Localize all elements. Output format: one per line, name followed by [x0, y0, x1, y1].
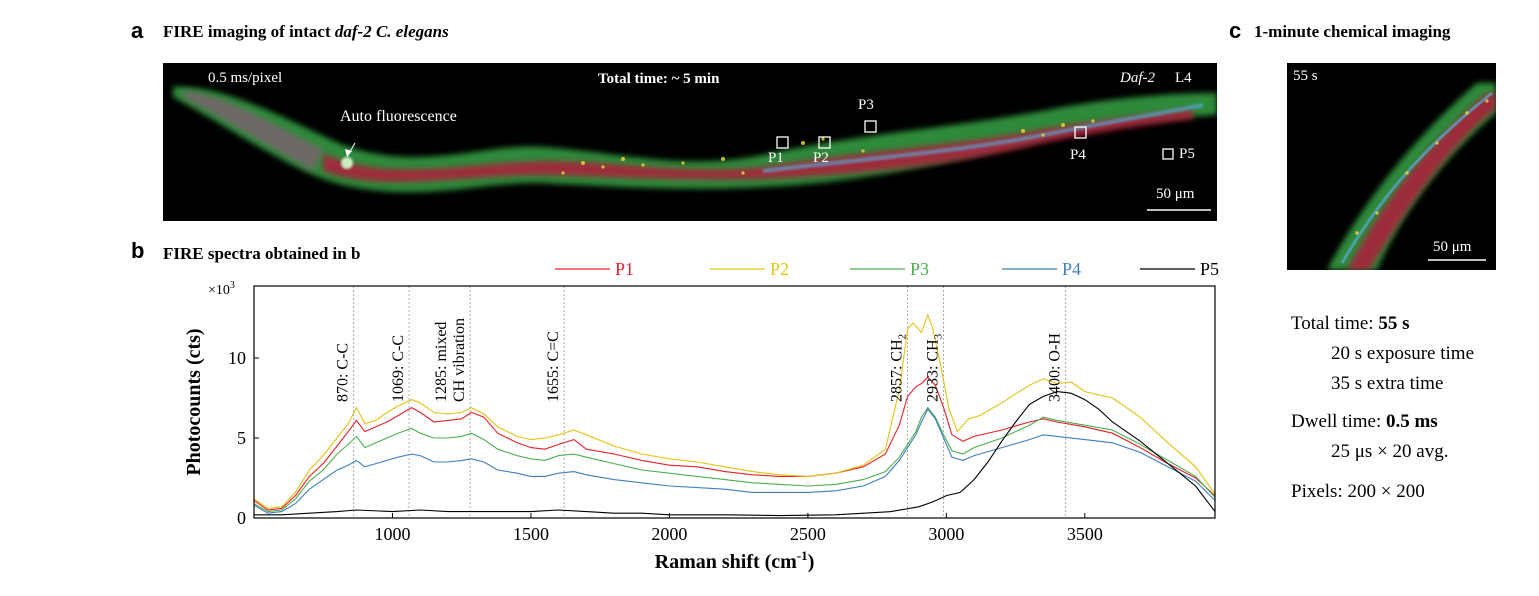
legend-label-p4: P4 [1062, 259, 1081, 279]
chem-scale-label: 50 μm [1433, 239, 1472, 255]
x-tick-label: 1000 [374, 524, 410, 544]
total-time-label: Total time: ~ 5 min [598, 71, 720, 87]
autofluorescence-label: Auto fluorescence [340, 108, 457, 125]
info-exposure: 20 s exposure time [1331, 343, 1475, 364]
annotation-label: CH vibration [451, 318, 468, 402]
strain-label: Daf-2 [1120, 70, 1155, 86]
x-tick-label: 2000 [651, 524, 687, 544]
annotation-label: 1069: C-C [390, 335, 407, 402]
x-tick-label: 2500 [790, 524, 826, 544]
info-dwell-label: Dwell time: [1291, 411, 1386, 432]
point-label-p2: P2 [813, 150, 829, 166]
info-pixels: Pixels: 200 × 200 [1291, 481, 1425, 502]
x-tick-label: 3000 [928, 524, 964, 544]
panel-a-title: FIRE imaging of intact daf-2 C. elegans [163, 22, 449, 42]
chem-time-label: 55 s [1293, 68, 1318, 84]
legend-label-p5: P5 [1200, 259, 1219, 279]
series-line-p3 [253, 406, 1216, 513]
x-axis-label: Raman shift (cm-1) [655, 548, 815, 573]
spectra-chart: 1000 1500 2000 2500 3000 3500 0 5 10 ×103 Raman sh… [183, 259, 1219, 573]
annotation-label: 2933: CH3 [925, 333, 945, 402]
legend-label-p1: P1 [615, 259, 634, 279]
point-box-p5 [1162, 148, 1174, 160]
info-total-time: Total time: 55 s [1291, 313, 1409, 335]
legend-label-p2: P2 [770, 259, 789, 279]
chemical-image [1287, 63, 1496, 270]
info-extra: 35 s extra time [1331, 373, 1444, 394]
panel-b-title: FIRE spectra obtained in b [163, 244, 361, 263]
point-box-p1 [776, 136, 789, 149]
y-tick-label: 10 [228, 348, 246, 368]
x-tick-label: 3500 [1067, 524, 1103, 544]
info-total-time-value: 55 s [1378, 313, 1410, 334]
series-line-p2 [253, 313, 1216, 509]
series-line-p4 [253, 408, 1216, 514]
legend-label-p3: P3 [910, 259, 929, 279]
plot-frame [253, 285, 1216, 519]
pixel-time-label: 0.5 ms/pixel [208, 70, 283, 86]
point-box-p3 [864, 120, 877, 133]
annotation-label: 3400: O-H [1046, 333, 1063, 402]
y-tick-label: 5 [237, 428, 246, 448]
point-label-p4: P4 [1070, 147, 1086, 163]
point-label-p3: P3 [858, 97, 874, 113]
info-dwell-value: 0.5 ms [1385, 411, 1438, 432]
y-multiplier: ×103 [208, 280, 235, 298]
annotation-label: 1285: mixed [433, 322, 450, 402]
panel-b-letter: b [131, 238, 145, 263]
panel-a-title-italic: daf-2 C. elegans [334, 22, 449, 41]
panel-c-title: 1-minute chemical imaging [1254, 22, 1451, 41]
y-tick-label: 0 [237, 508, 246, 528]
annotation-label: 870: C-C [335, 343, 352, 402]
point-box-p2 [818, 136, 831, 149]
x-tick-label: 1500 [513, 524, 549, 544]
point-box-p4 [1074, 126, 1087, 139]
series-line-p1 [253, 376, 1216, 511]
info-total-time-label: Total time: [1291, 313, 1379, 334]
worm-scale-label: 50 μm [1156, 186, 1195, 202]
annotation-label: 2857: CH2 [889, 334, 909, 402]
worm-image [163, 63, 1217, 221]
panel-c-letter: c [1229, 18, 1242, 43]
info-dwell-time: Dwell time: 0.5 ms [1291, 411, 1438, 433]
stage-label: L4 [1175, 70, 1192, 86]
y-axis-label: Photocounts (cts) [183, 328, 205, 475]
panel-a-title-prefix: FIRE imaging of intact [163, 22, 335, 41]
info-avg: 25 μs × 20 avg. [1331, 441, 1449, 462]
panel-a-letter: a [131, 18, 144, 43]
annotation-label: 1655: C=C [545, 331, 562, 402]
point-label-p1: P1 [768, 150, 784, 166]
series-line-p5 [254, 391, 1216, 517]
point-label-p5: P5 [1179, 146, 1195, 162]
